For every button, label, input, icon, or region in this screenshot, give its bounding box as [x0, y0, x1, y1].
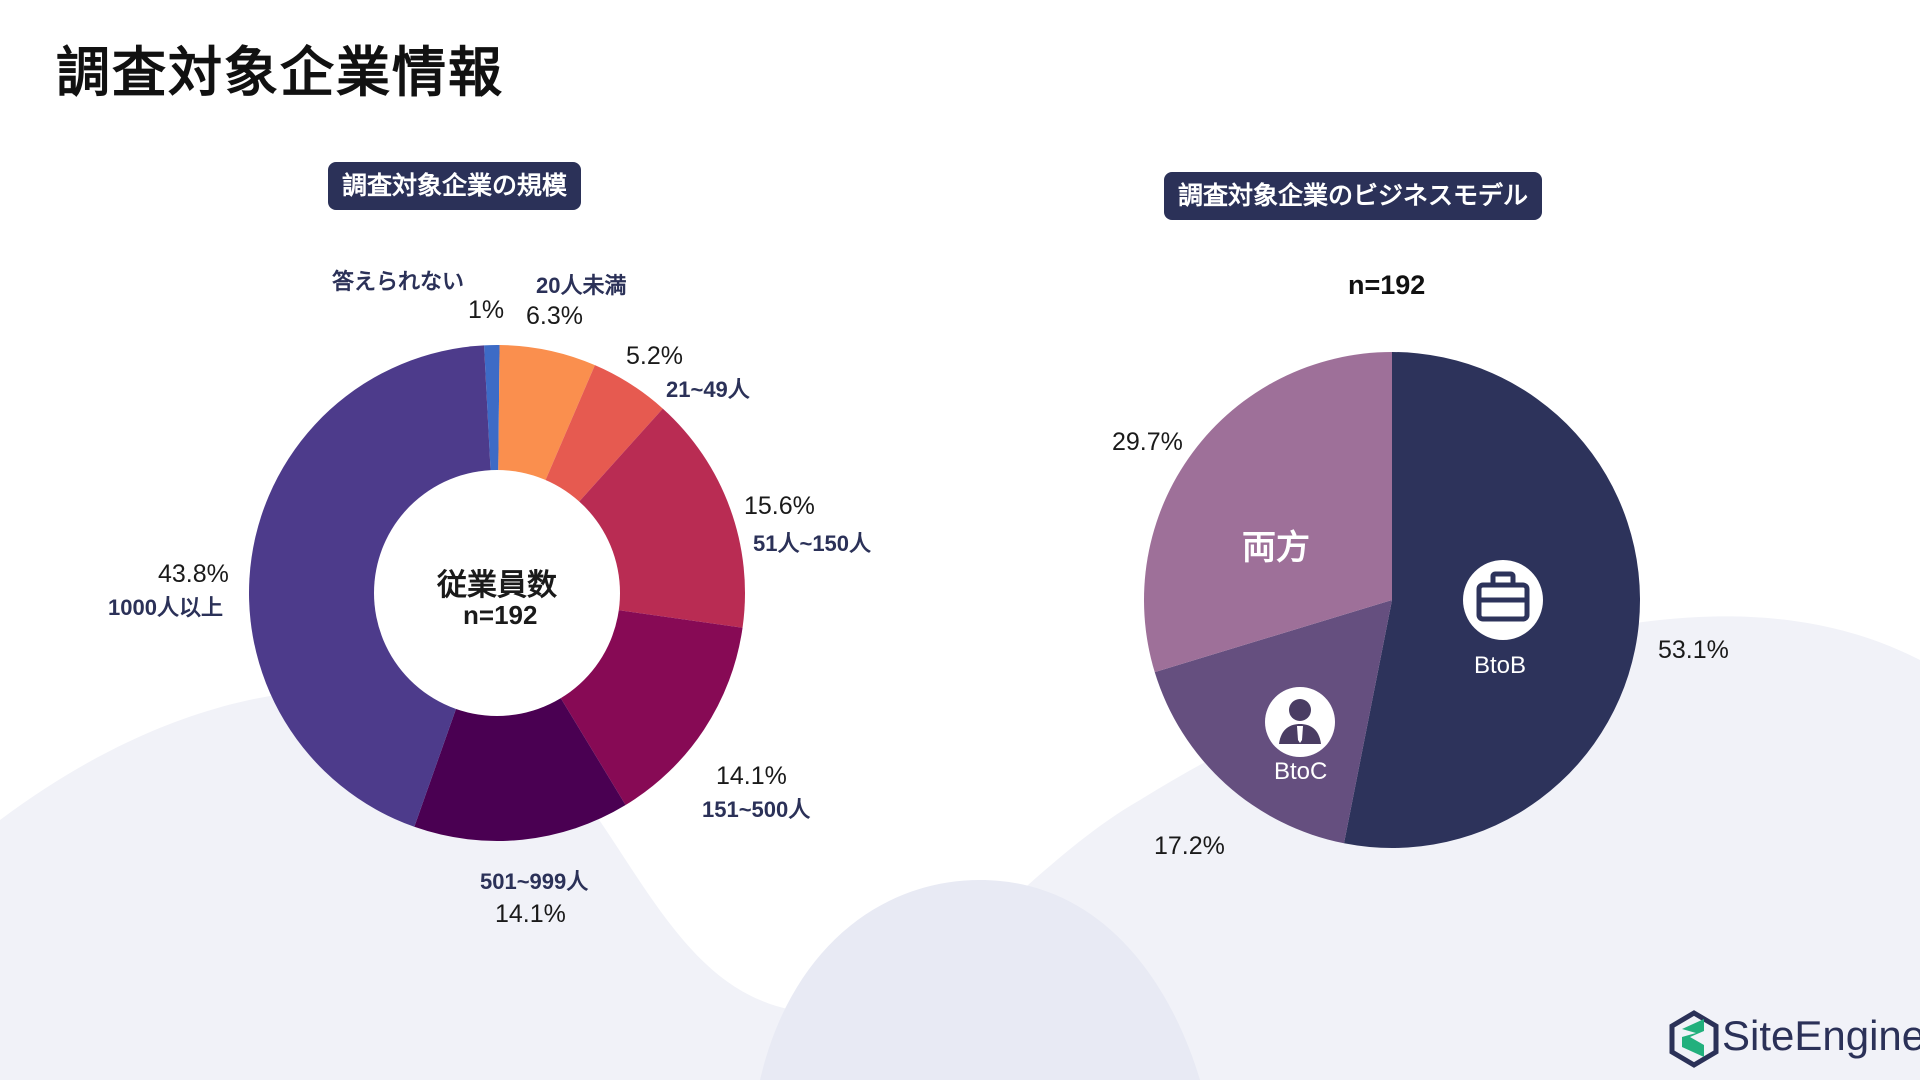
donut-center-n: n=192 [463, 600, 538, 630]
value-label-501-999: 14.1% [495, 900, 566, 928]
person-icon [1265, 687, 1335, 757]
category-label-51-150: 51人~150人 [753, 531, 872, 556]
value-label-51-150: 15.6% [744, 492, 815, 520]
pie-slice-label-btoc: BtoC [1274, 758, 1328, 785]
page-title: 調査対象企業情報 [56, 41, 504, 104]
category-label-under-20: 20人未満 [536, 273, 627, 298]
value-label-unknown: 1% [468, 296, 505, 324]
donut-hole [374, 470, 620, 716]
category-label-501-999: 501~999人 [480, 869, 589, 894]
pie-slice-label-btob: BtoB [1474, 652, 1527, 679]
chart-title-business-model: 調査対象企業のビジネスモデル [1164, 172, 1543, 220]
donut-slice-5 [414, 593, 626, 841]
chart-title-size: 調査対象企業の規模 [328, 162, 582, 210]
logo-text: SiteEngine [1722, 1012, 1920, 1059]
value-label-1000-plus: 43.8% [158, 560, 229, 588]
value-label-151-500: 14.1% [716, 762, 787, 790]
category-label-151-500: 151~500人 [702, 797, 811, 822]
briefcase-icon [1463, 560, 1543, 640]
value-label-under-20: 6.3% [526, 302, 583, 330]
donut-slice-6 [248, 345, 497, 827]
donut-center-label: 従業員数 [437, 568, 557, 603]
pie-slice-label-both: 両方 [1242, 528, 1310, 568]
siteengine-logo [1669, 1010, 1719, 1068]
pie-slice-2 [1143, 352, 1392, 673]
pie-value-label-btoc: 17.2% [1154, 832, 1225, 860]
value-label-21-49: 5.2% [626, 342, 683, 370]
category-label-21-49: 21~49人 [666, 377, 750, 402]
category-label-unknown: 答えられない [332, 269, 465, 294]
category-label-1000-plus: 1000人以上 [108, 595, 223, 620]
pie-n-label: n=192 [1348, 270, 1426, 300]
pie-value-label-both: 29.7% [1112, 428, 1183, 456]
pie-value-label-btob: 53.1% [1658, 636, 1729, 664]
